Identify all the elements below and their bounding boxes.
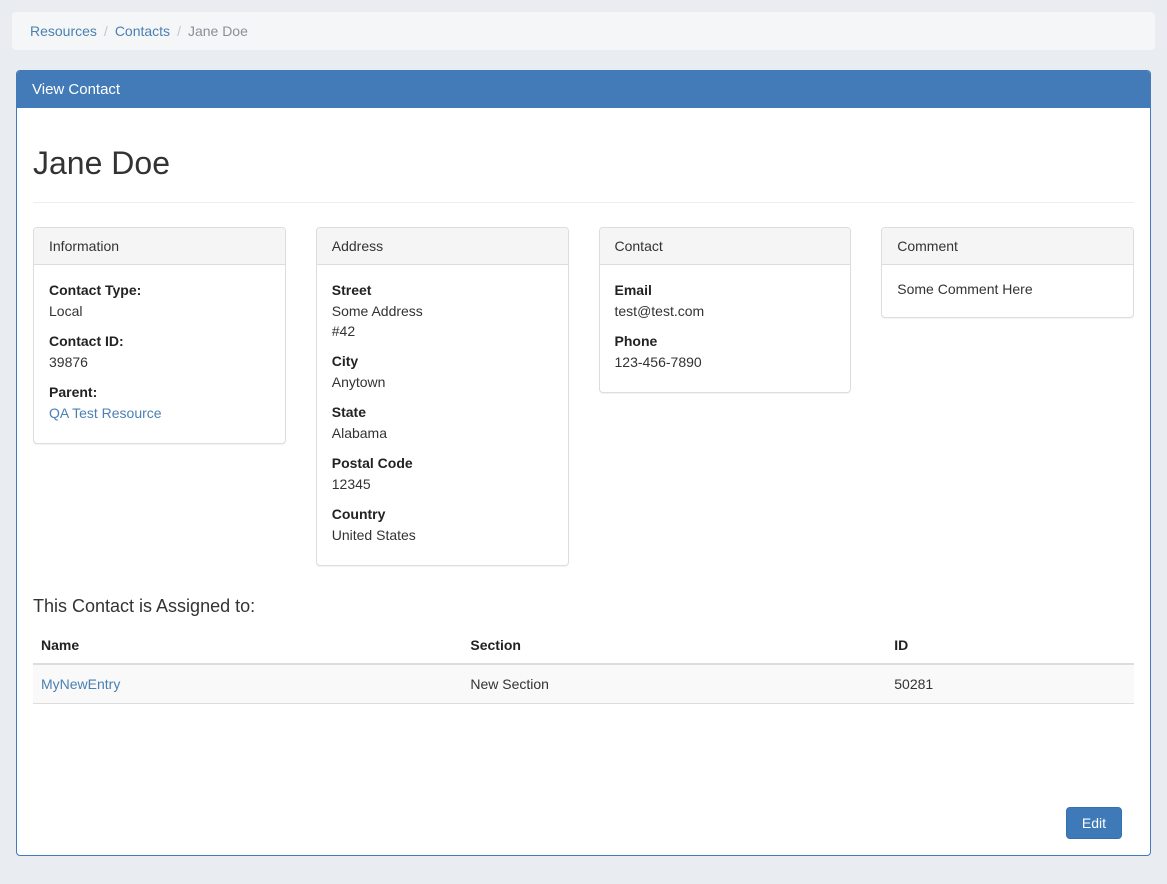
- state-field: State Alabama: [332, 401, 553, 443]
- assigned-section-heading: This Contact is Assigned to:: [33, 596, 256, 616]
- phone-label: Phone: [614, 333, 658, 349]
- view-contact-panel: View Contact Jane Doe Information Contac…: [16, 70, 1151, 856]
- information-card-body: Contact Type: Local Contact ID: 39876 Pa…: [34, 265, 285, 443]
- contact-id-field: Contact ID: 39876: [49, 330, 270, 372]
- row-name-cell: MyNewEntry: [33, 664, 463, 704]
- email-value: test@test.com: [614, 303, 705, 319]
- city-field: City Anytown: [332, 350, 553, 392]
- address-card: Address Street Some Address #42 City Any…: [315, 227, 569, 566]
- information-card-title: Information: [34, 228, 285, 265]
- panel-title: View Contact: [17, 71, 1150, 108]
- breadcrumb-resources-link[interactable]: Resources: [30, 23, 97, 39]
- postal-code-label: Postal Code: [331, 455, 413, 471]
- breadcrumb: Resources / Contacts / Jane Doe: [12, 12, 1155, 50]
- contact-card: Contact Email test@test.com Phone 123-45…: [598, 227, 852, 393]
- comment-text: Some Comment Here: [897, 281, 1033, 297]
- email-field: Email test@test.com: [615, 279, 836, 321]
- postal-code-value: 12345: [331, 476, 371, 492]
- panel-body: Jane Doe Information Contact Type: Local…: [17, 108, 1150, 719]
- column-header-name: Name: [33, 629, 463, 665]
- contact-id-label: Contact ID:: [49, 333, 124, 349]
- country-value: United States: [331, 527, 416, 543]
- contact-type-field: Contact Type: Local: [49, 279, 270, 321]
- email-label: Email: [614, 282, 652, 298]
- assigned-table: Name Section ID MyNewEntry New Section 5…: [33, 629, 1134, 704]
- breadcrumb-current-item: Jane Doe: [187, 23, 248, 39]
- row-id-cell: 50281: [886, 664, 1134, 704]
- city-value: Anytown: [331, 374, 386, 390]
- parent-label: Parent:: [49, 384, 98, 400]
- row-section-cell: New Section: [462, 664, 887, 704]
- entry-name-link[interactable]: MyNewEntry: [41, 676, 121, 692]
- breadcrumb-contacts-link[interactable]: Contacts: [114, 23, 171, 39]
- street-label: Street: [331, 282, 372, 298]
- city-label: City: [331, 353, 359, 369]
- contact-card-title: Contact: [599, 228, 851, 265]
- comment-card: Comment Some Comment Here: [881, 227, 1134, 318]
- detail-cards-row: Information Contact Type: Local Contact …: [33, 227, 1134, 566]
- country-label: Country: [331, 506, 386, 522]
- contact-type-label: Contact Type:: [49, 282, 142, 298]
- page-title: Jane Doe: [33, 145, 170, 181]
- assigned-table-header-row: Name Section ID: [33, 629, 1134, 665]
- postal-code-field: Postal Code 12345: [332, 452, 553, 494]
- parent-resource-link[interactable]: QA Test Resource: [49, 405, 162, 421]
- address-card-title: Address: [316, 228, 568, 265]
- title-divider: [33, 202, 1134, 203]
- comment-card-title: Comment: [882, 228, 1133, 265]
- contact-type-value: Local: [49, 303, 83, 319]
- phone-field: Phone 123-456-7890: [615, 330, 836, 372]
- column-header-section: Section: [462, 629, 887, 665]
- comment-card-body: Some Comment Here: [882, 265, 1133, 317]
- breadcrumb-separator: /: [103, 23, 108, 39]
- phone-value: 123-456-7890: [614, 354, 702, 370]
- state-label: State: [331, 404, 366, 420]
- information-card: Information Contact Type: Local Contact …: [33, 227, 286, 444]
- breadcrumb-separator: /: [177, 23, 181, 39]
- country-field: Country United States: [332, 503, 553, 545]
- street-value-line1: Some Address: [331, 303, 423, 319]
- edit-button[interactable]: Edit: [1065, 807, 1122, 839]
- state-value: Alabama: [331, 425, 388, 441]
- street-value-line2: #42: [331, 323, 356, 339]
- contact-card-body: Email test@test.com Phone 123-456-7890: [600, 265, 851, 392]
- parent-field: Parent: QA Test Resource: [49, 381, 270, 423]
- address-card-body: Street Some Address #42 City Anytown Sta…: [317, 265, 568, 565]
- panel-footer-actions: Edit: [1065, 807, 1122, 839]
- column-header-id: ID: [886, 629, 1134, 665]
- street-field: Street Some Address #42: [332, 279, 553, 341]
- contact-id-value: 39876: [49, 354, 88, 370]
- table-row: MyNewEntry New Section 50281: [33, 664, 1134, 704]
